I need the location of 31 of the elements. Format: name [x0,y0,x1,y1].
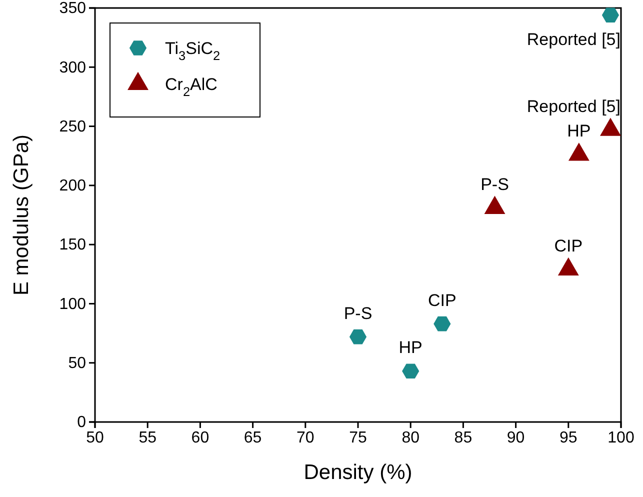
x-tick-label: 60 [191,429,210,446]
x-tick-label: 75 [349,429,367,446]
annotation: P-S [344,303,372,322]
x-tick-label: 100 [608,429,634,446]
annotation: Reported [5] [526,30,620,49]
x-tick-label: 90 [506,429,525,446]
annotation: HP [567,121,591,140]
y-tick-label: 250 [59,118,86,136]
legend-label: Ti$_{3}$SiC$_{2}$ [165,38,220,63]
annotation: Reported [5] [526,96,620,116]
y-tick-label: 0 [77,414,86,432]
legend-label: Cr$_{2}$AlC [165,74,218,99]
x-tick-label: 95 [560,429,578,446]
x-tick-label: 70 [296,429,314,446]
annotation: P-S [480,174,509,194]
y-tick-label: 350 [59,0,86,18]
y-tick-label: 200 [59,178,86,195]
annotation: CIP [554,236,583,255]
x-tick-label: 55 [138,429,157,446]
x-tick-label: 50 [86,429,104,446]
y-tick-label: 150 [59,236,86,254]
y-tick-label: 50 [68,354,86,372]
y-tick-label: 300 [59,59,86,76]
y-tick-label: 100 [59,296,86,313]
annotation: HP [398,338,422,357]
y-axis-title: E modulus (GPa) [10,134,33,296]
x-tick-label: 65 [244,429,262,446]
x-tick-label: 80 [402,429,420,446]
x-axis-title: Density (%) [304,461,412,484]
annotation: CIP [428,290,456,310]
x-tick-label: 85 [454,429,472,446]
